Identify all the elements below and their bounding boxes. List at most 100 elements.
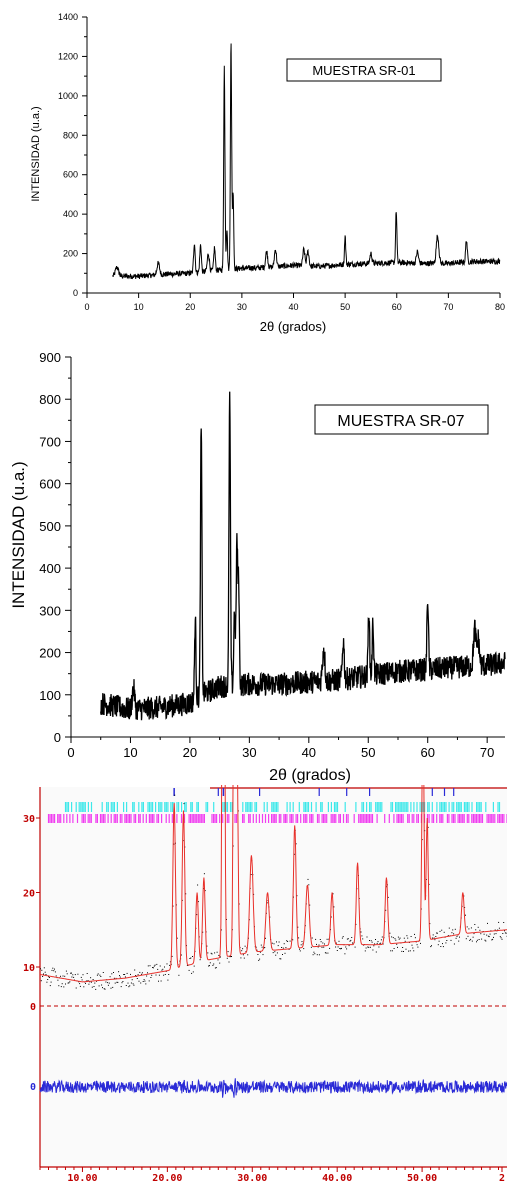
observed-point xyxy=(69,981,71,983)
observed-point xyxy=(434,939,436,941)
calculated-profile xyxy=(39,785,507,983)
observed-point xyxy=(416,944,418,946)
observed-point xyxy=(117,981,119,983)
observed-point xyxy=(228,961,230,963)
observed-point xyxy=(54,971,56,973)
observed-point xyxy=(431,937,433,939)
observed-point xyxy=(435,936,437,937)
y-tick-label: 20 xyxy=(23,889,35,900)
x-tick-label: 50 xyxy=(361,745,375,760)
observed-point xyxy=(421,839,423,841)
observed-point xyxy=(390,950,392,952)
observed-point xyxy=(397,936,399,938)
observed-point xyxy=(327,952,329,954)
observed-point xyxy=(48,976,50,978)
observed-point xyxy=(107,984,109,986)
observed-point xyxy=(367,946,369,948)
observed-point xyxy=(362,938,364,940)
observed-point xyxy=(440,946,442,947)
observed-point xyxy=(199,959,201,961)
observed-point xyxy=(354,946,356,948)
observed-point xyxy=(453,943,455,945)
plot-frame xyxy=(86,17,500,294)
observed-point xyxy=(459,936,460,938)
observed-point xyxy=(80,976,82,978)
observed-point xyxy=(360,931,362,933)
observed-point xyxy=(456,935,458,937)
observed-point xyxy=(484,939,486,941)
observed-point xyxy=(271,942,273,944)
observed-point xyxy=(207,952,209,954)
observed-point xyxy=(348,945,350,947)
observed-point xyxy=(266,902,268,904)
observed-point xyxy=(498,921,500,923)
observed-point xyxy=(244,945,246,947)
observed-point xyxy=(387,896,389,898)
observed-point xyxy=(391,936,393,938)
observed-point xyxy=(171,955,173,957)
observed-point xyxy=(448,935,449,937)
observed-point xyxy=(465,914,466,916)
observed-point xyxy=(240,957,242,959)
observed-point xyxy=(193,965,195,967)
observed-point xyxy=(279,958,281,960)
diffraction-series xyxy=(112,43,501,280)
observed-point xyxy=(412,947,414,949)
observed-point xyxy=(408,950,410,952)
observed-point xyxy=(347,938,349,940)
annotation-label: MUESTRA SR-01 xyxy=(312,63,415,78)
observed-point xyxy=(289,940,291,942)
observed-point xyxy=(414,933,415,935)
observed-point xyxy=(227,951,229,953)
observed-point xyxy=(405,948,407,950)
observed-point xyxy=(255,946,257,948)
observed-point xyxy=(475,929,477,931)
observed-point xyxy=(60,986,62,988)
observed-point xyxy=(303,948,305,950)
observed-point xyxy=(226,957,228,959)
observed-point xyxy=(163,974,165,976)
observed-point xyxy=(424,830,426,832)
observed-point xyxy=(139,971,141,973)
observed-point xyxy=(433,937,435,939)
observed-point xyxy=(40,980,42,982)
observed-point xyxy=(301,941,303,943)
observed-point xyxy=(280,958,282,960)
x-tick-label: 30 xyxy=(242,745,256,760)
observed-point xyxy=(99,974,101,976)
observed-point xyxy=(344,953,346,955)
observed-point xyxy=(369,946,371,948)
observed-point xyxy=(115,977,117,979)
observed-point xyxy=(95,988,97,990)
observed-point xyxy=(409,950,411,952)
observed-point xyxy=(130,982,132,984)
observed-point xyxy=(307,878,309,880)
observed-point xyxy=(396,943,398,945)
observed-point xyxy=(111,973,113,975)
y-tick-label: 800 xyxy=(39,392,61,407)
observed-point xyxy=(476,941,477,943)
observed-point xyxy=(96,974,98,976)
observed-point xyxy=(329,947,331,949)
observed-point xyxy=(185,893,187,895)
observed-point xyxy=(102,972,104,973)
observed-point xyxy=(197,901,199,903)
observed-point xyxy=(87,980,89,981)
observed-point xyxy=(108,982,110,984)
observed-point xyxy=(48,977,50,978)
observed-point xyxy=(116,981,118,983)
observed-point xyxy=(192,956,193,957)
observed-point xyxy=(51,969,53,971)
observed-point xyxy=(299,950,301,952)
observed-point xyxy=(123,974,125,975)
observed-point xyxy=(474,924,476,925)
observed-point xyxy=(318,954,320,956)
observed-point xyxy=(172,905,174,907)
observed-point xyxy=(293,853,295,855)
observed-point xyxy=(379,943,381,945)
observed-point xyxy=(324,943,325,945)
observed-point xyxy=(505,932,507,934)
observed-point xyxy=(399,937,401,939)
observed-point xyxy=(196,914,198,916)
observed-point xyxy=(41,969,43,971)
